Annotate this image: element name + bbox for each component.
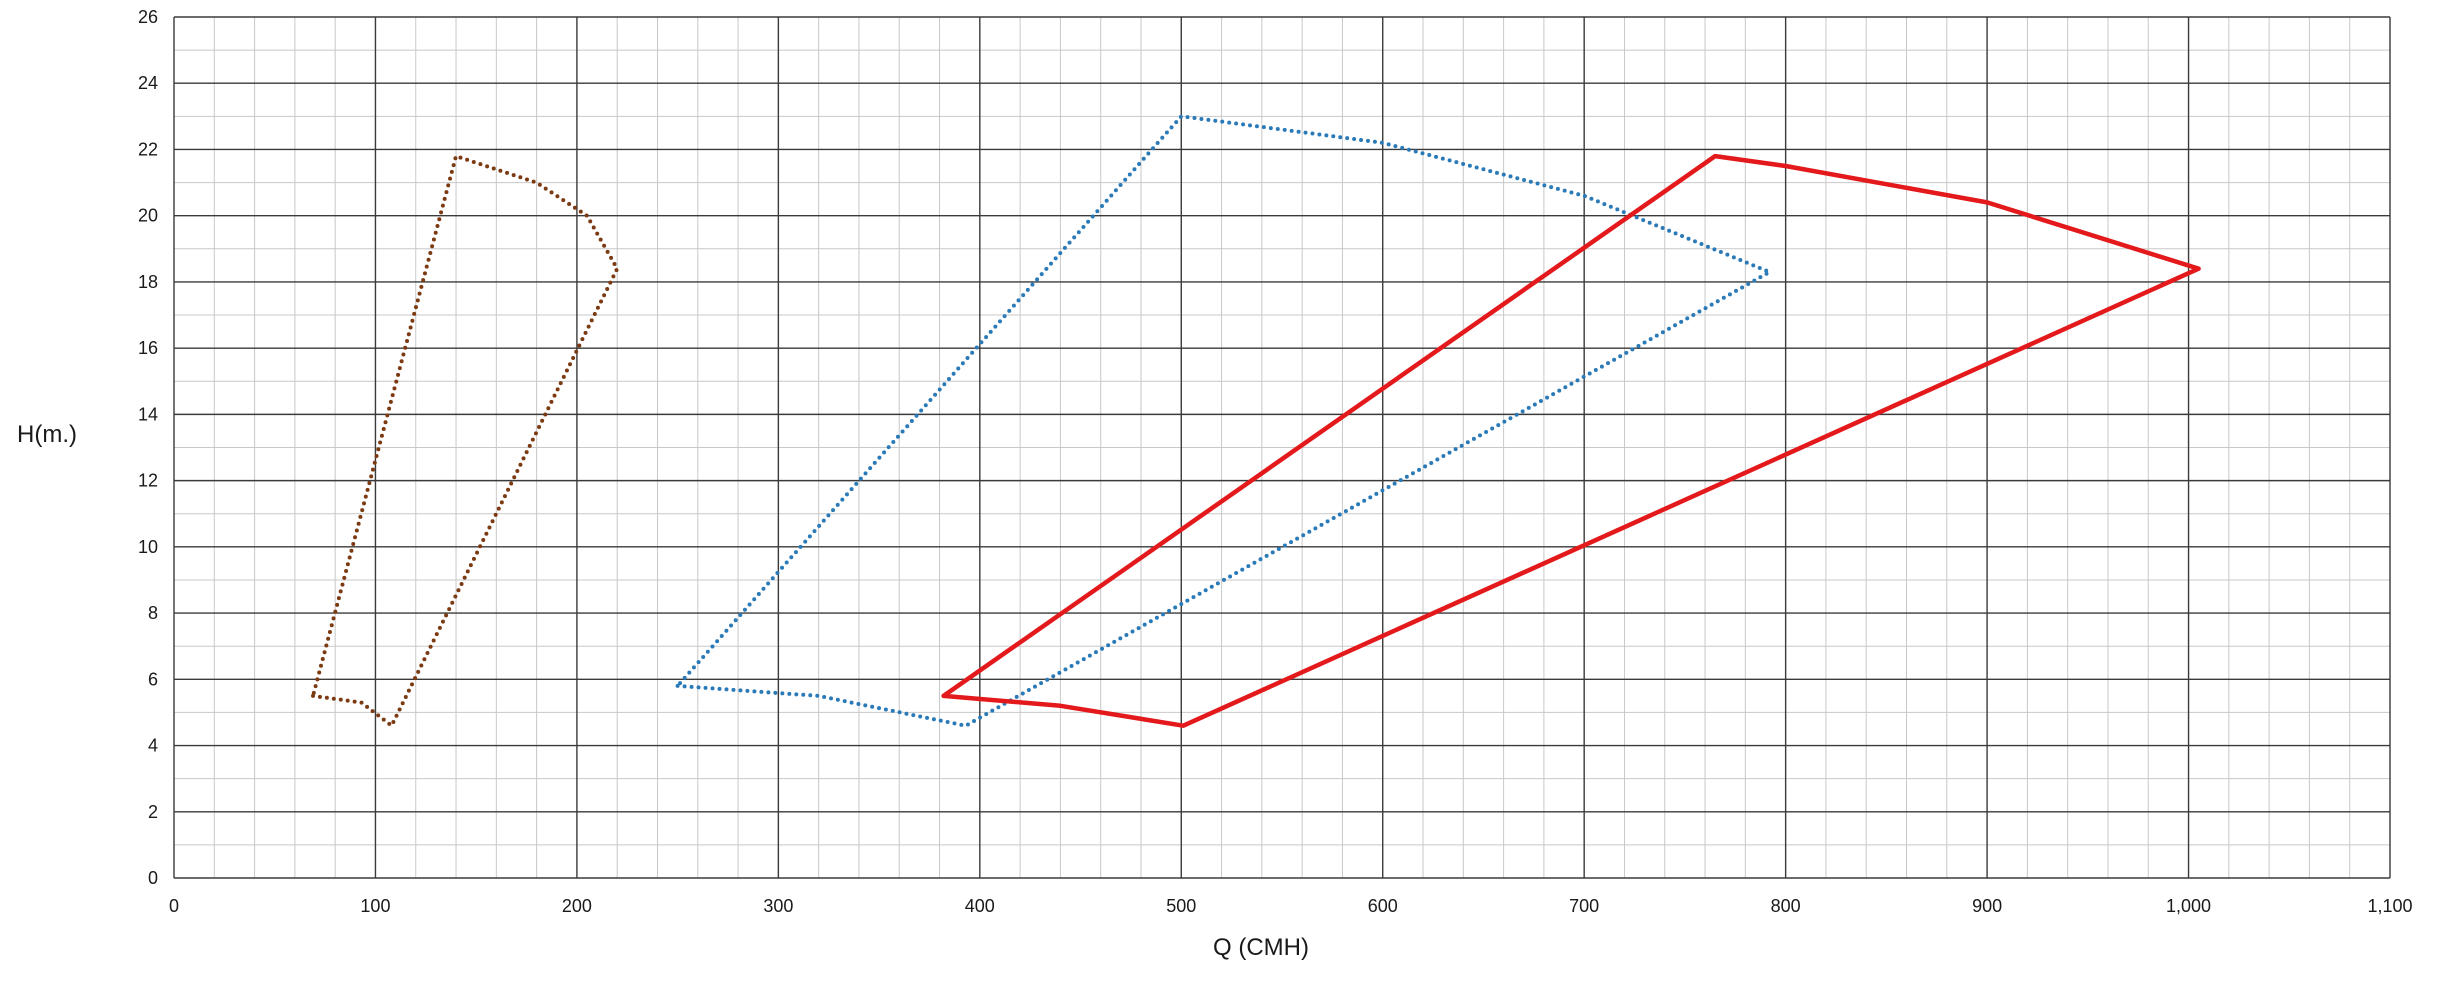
y-axis-title: H(m.): [17, 421, 77, 448]
y-tick-label: 12: [138, 471, 158, 491]
y-tick-label: 26: [138, 7, 158, 27]
series-line-3: [941, 153, 2201, 728]
y-tick-label: 10: [138, 537, 158, 557]
x-tick-label: 1,100: [2367, 896, 2412, 916]
x-axis-title: Q (CMH): [1213, 934, 1309, 961]
y-tick-label: 24: [138, 73, 158, 93]
x-tick-label: 0: [169, 896, 179, 916]
x-tick-label: 300: [763, 896, 793, 916]
series-layer: [311, 114, 2201, 728]
x-axis-tick-labels: 0 100 200 300 400 500 600 700 800 900 1,000 1,100: [169, 896, 2413, 916]
y-tick-label: 18: [138, 272, 158, 292]
series-line-2: [675, 114, 1772, 728]
minor-gridlines: [174, 17, 2390, 878]
y-tick-label: 8: [148, 603, 158, 623]
series-line-1: [311, 154, 620, 728]
x-tick-label: 400: [965, 896, 995, 916]
y-tick-label: 4: [148, 736, 158, 756]
x-tick-label: 800: [1771, 896, 1801, 916]
x-tick-label: 700: [1569, 896, 1599, 916]
y-tick-label: 14: [138, 404, 158, 424]
y-tick-label: 16: [138, 338, 158, 358]
y-tick-label: 2: [148, 802, 158, 822]
x-tick-label: 1,000: [2166, 896, 2211, 916]
x-tick-label: 900: [1972, 896, 2002, 916]
x-tick-label: 500: [1166, 896, 1196, 916]
x-tick-label: 600: [1368, 896, 1398, 916]
y-tick-label: 0: [148, 868, 158, 888]
y-tick-label: 20: [138, 206, 158, 226]
x-tick-label: 100: [360, 896, 390, 916]
y-tick-label: 6: [148, 669, 158, 689]
y-tick-label: 22: [138, 139, 158, 159]
x-tick-label: 200: [562, 896, 592, 916]
